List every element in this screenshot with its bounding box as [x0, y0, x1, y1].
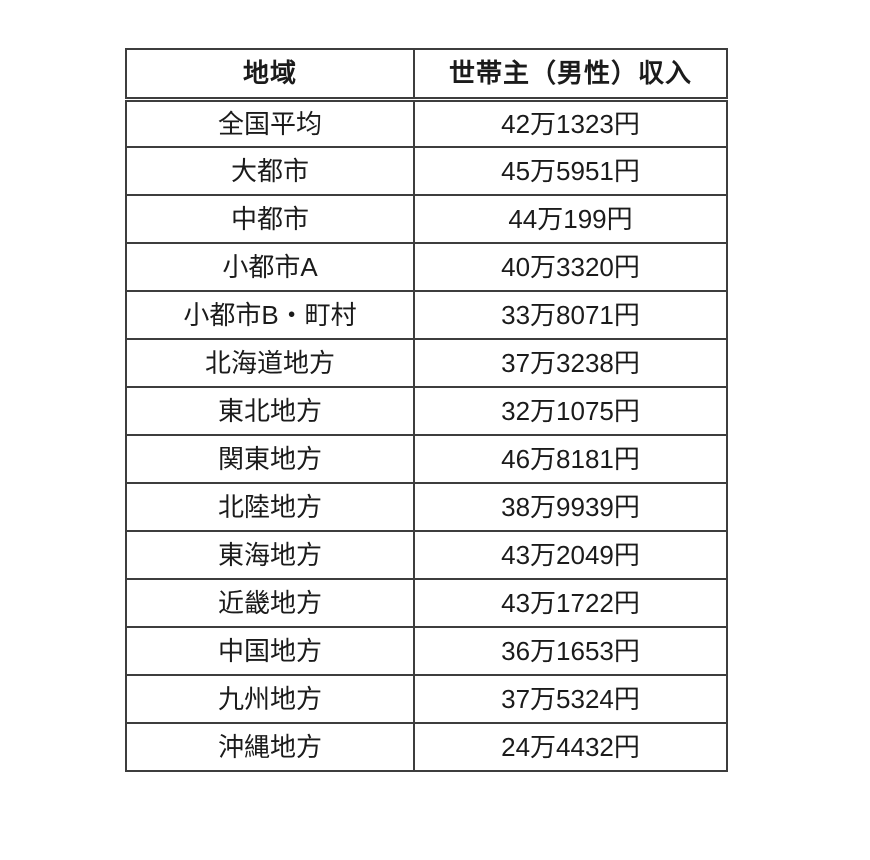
- table-row: 中都市 44万199円: [125, 194, 728, 244]
- income-cell: 24万4432円: [413, 722, 728, 772]
- income-cell: 45万5951円: [413, 146, 728, 196]
- table-row: 大都市 45万5951円: [125, 146, 728, 196]
- region-cell: 九州地方: [125, 674, 415, 724]
- table-row: 関東地方 46万8181円: [125, 434, 728, 484]
- income-cell: 46万8181円: [413, 434, 728, 484]
- income-table: 地域 世帯主（男性）収入 全国平均 42万1323円 大都市 45万5951円 …: [125, 48, 728, 772]
- income-cell: 42万1323円: [413, 98, 728, 148]
- region-cell: 中国地方: [125, 626, 415, 676]
- table-row: 北海道地方 37万3238円: [125, 338, 728, 388]
- region-cell: 小都市B・町村: [125, 290, 415, 340]
- table-body: 全国平均 42万1323円 大都市 45万5951円 中都市 44万199円 小…: [125, 98, 728, 772]
- table-row: 東海地方 43万2049円: [125, 530, 728, 580]
- region-cell: 東海地方: [125, 530, 415, 580]
- region-cell: 関東地方: [125, 434, 415, 484]
- region-cell: 近畿地方: [125, 578, 415, 628]
- income-cell: 43万2049円: [413, 530, 728, 580]
- table-row: 小都市A 40万3320円: [125, 242, 728, 292]
- region-cell: 小都市A: [125, 242, 415, 292]
- table-header: 地域 世帯主（男性）収入: [125, 48, 728, 102]
- table-row: 全国平均 42万1323円: [125, 98, 728, 148]
- income-cell: 37万3238円: [413, 338, 728, 388]
- income-cell: 33万8071円: [413, 290, 728, 340]
- table-row: 九州地方 37万5324円: [125, 674, 728, 724]
- income-table-container: 地域 世帯主（男性）収入 全国平均 42万1323円 大都市 45万5951円 …: [125, 48, 728, 772]
- region-cell: 北陸地方: [125, 482, 415, 532]
- income-cell: 37万5324円: [413, 674, 728, 724]
- income-cell: 36万1653円: [413, 626, 728, 676]
- region-cell: 大都市: [125, 146, 415, 196]
- table-row: 東北地方 32万1075円: [125, 386, 728, 436]
- table-row: 近畿地方 43万1722円: [125, 578, 728, 628]
- income-cell: 38万9939円: [413, 482, 728, 532]
- column-header-income: 世帯主（男性）収入: [413, 48, 728, 102]
- region-cell: 沖縄地方: [125, 722, 415, 772]
- region-cell: 全国平均: [125, 98, 415, 148]
- region-cell: 中都市: [125, 194, 415, 244]
- region-cell: 東北地方: [125, 386, 415, 436]
- table-row: 沖縄地方 24万4432円: [125, 722, 728, 772]
- header-row: 地域 世帯主（男性）収入: [125, 48, 728, 102]
- income-cell: 44万199円: [413, 194, 728, 244]
- column-header-region: 地域: [125, 48, 415, 102]
- region-cell: 北海道地方: [125, 338, 415, 388]
- table-row: 北陸地方 38万9939円: [125, 482, 728, 532]
- table-row: 小都市B・町村 33万8071円: [125, 290, 728, 340]
- table-row: 中国地方 36万1653円: [125, 626, 728, 676]
- income-cell: 32万1075円: [413, 386, 728, 436]
- income-cell: 43万1722円: [413, 578, 728, 628]
- income-cell: 40万3320円: [413, 242, 728, 292]
